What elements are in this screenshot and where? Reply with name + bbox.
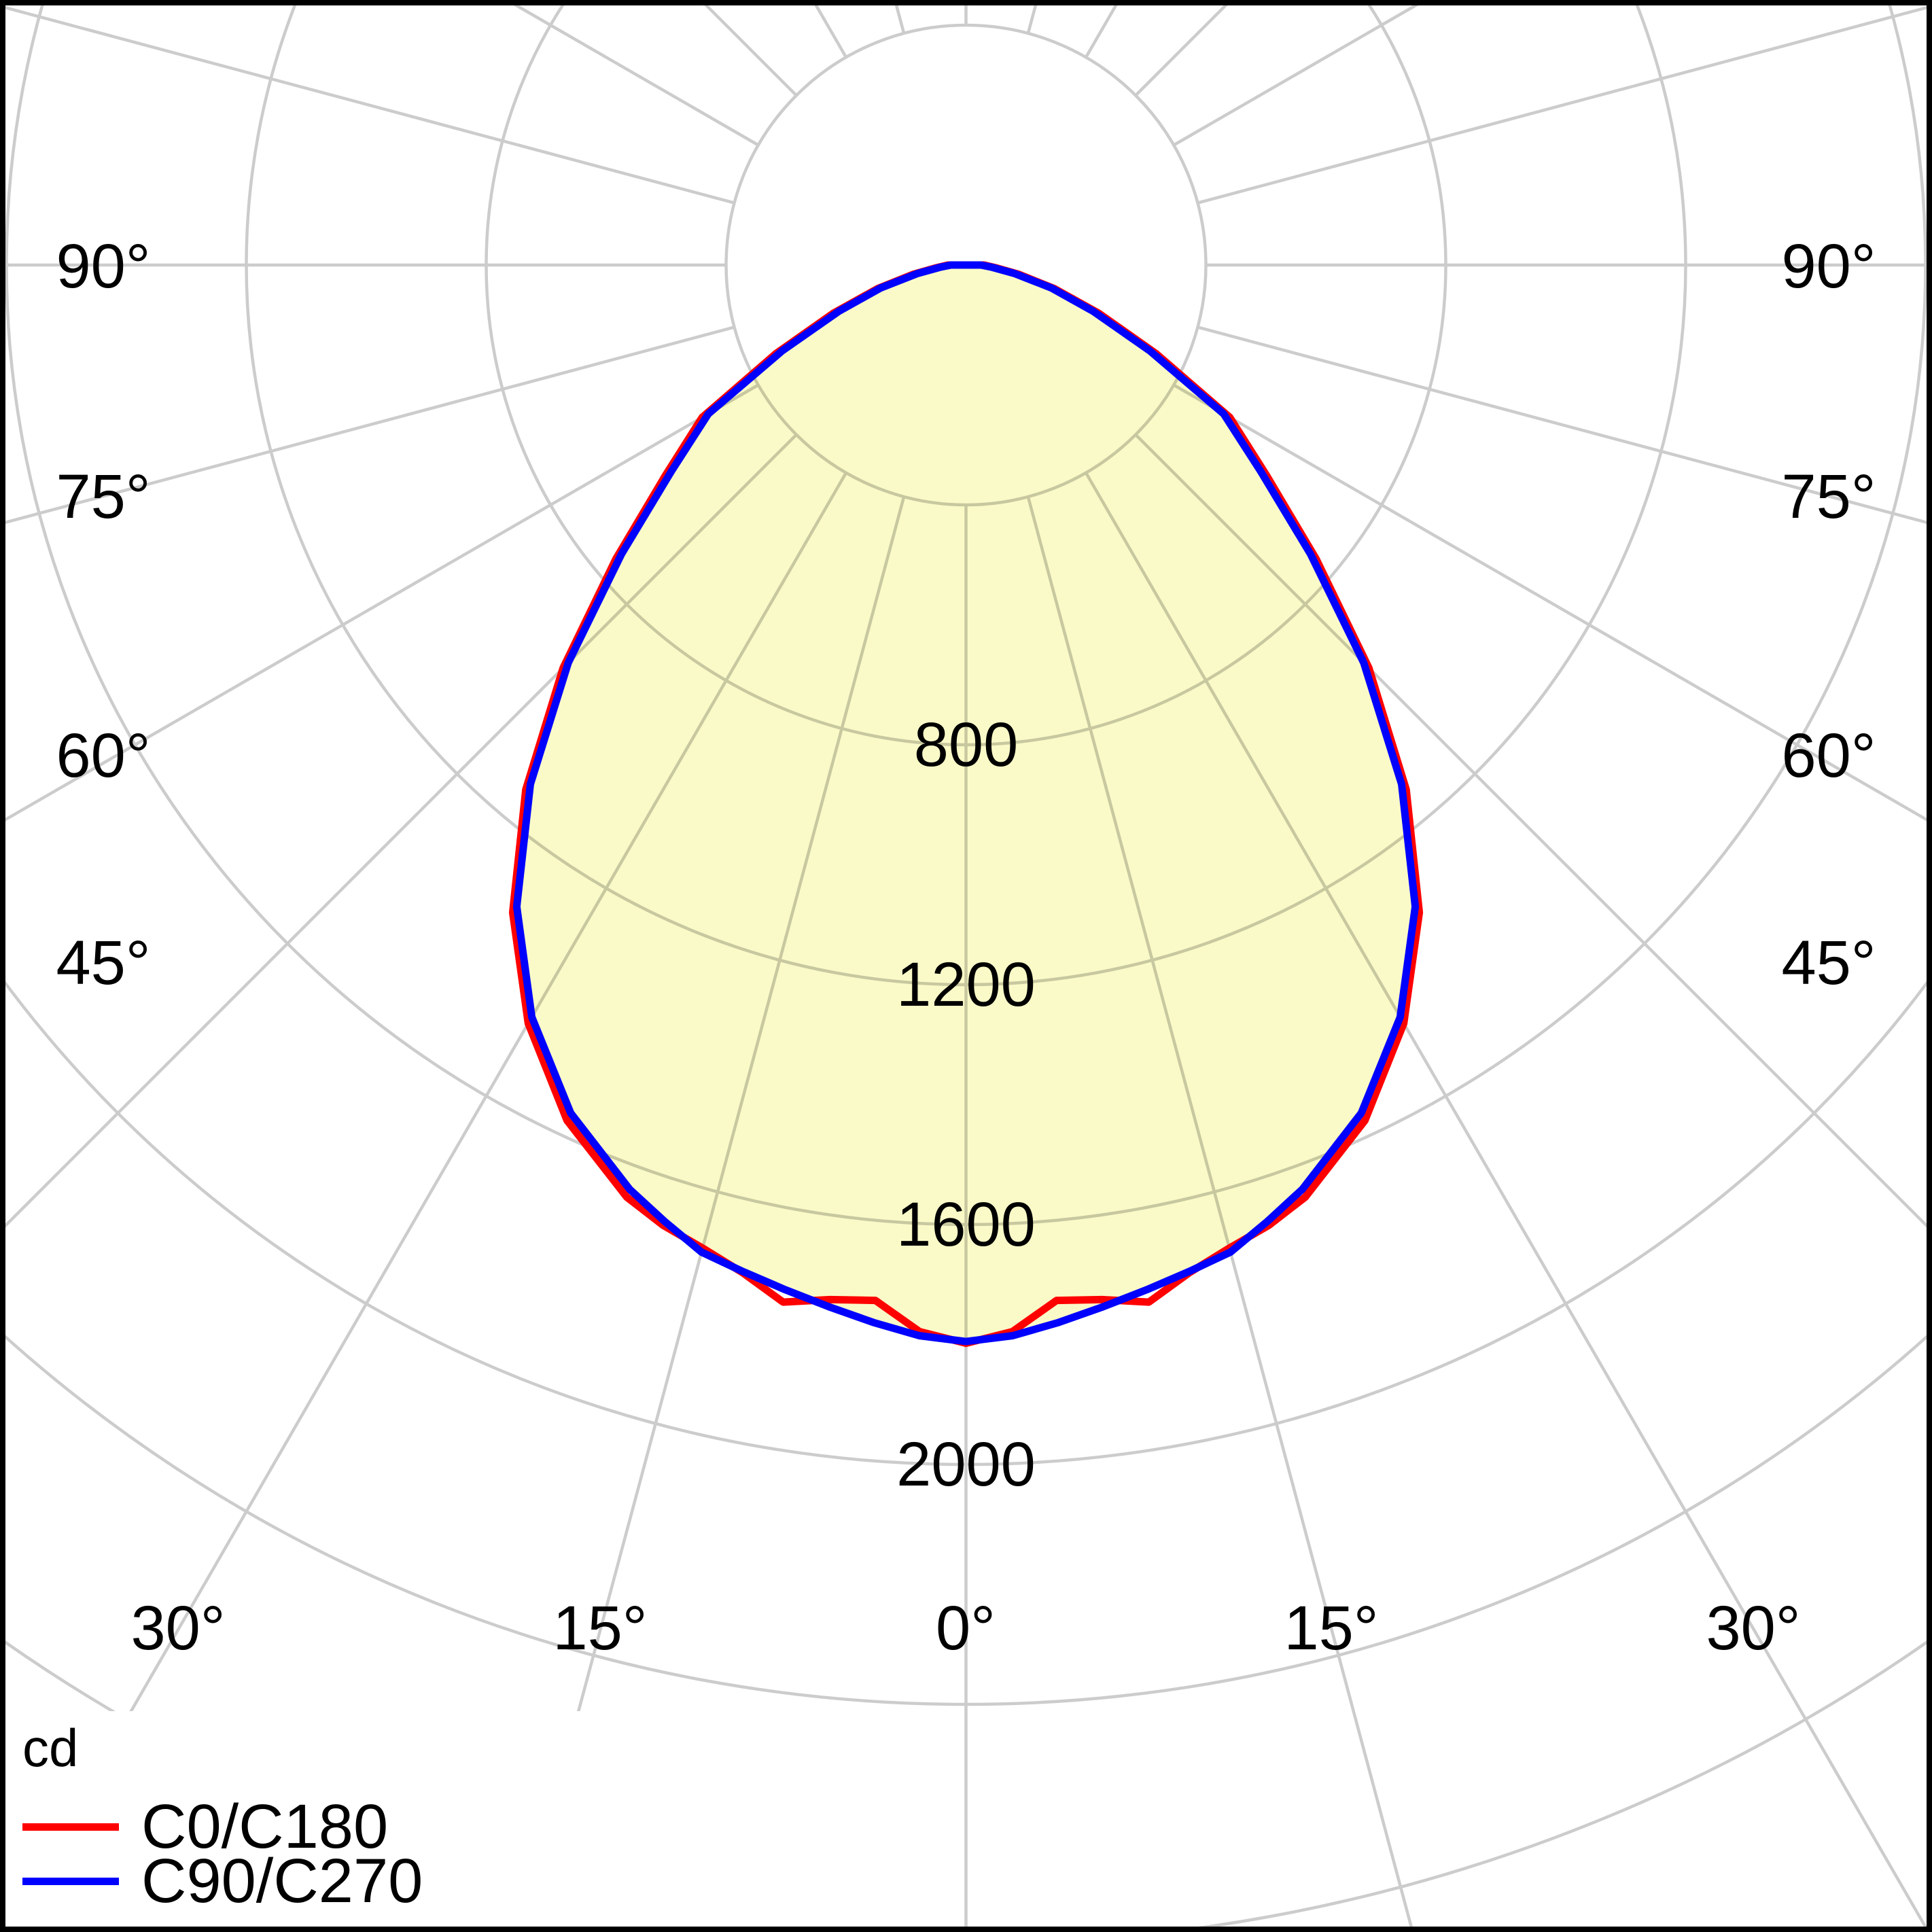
curve-c90-c270 xyxy=(512,261,1420,1346)
grid-spoke-105deg xyxy=(1197,4,1932,205)
angle-label-left-45deg: 45° xyxy=(56,928,150,998)
grid-spoke-45deg xyxy=(1134,434,1932,1233)
angle-label-left-60deg: 60° xyxy=(56,721,150,790)
grid-spoke-15deg xyxy=(1026,496,1415,1932)
legend-swatch-c0-c180-red-line xyxy=(22,1823,119,1831)
ring-label-800: 800 xyxy=(914,710,1019,779)
grid-spoke-60deg xyxy=(1173,383,1932,825)
grid-spoke-75deg xyxy=(1197,326,1932,526)
angle-label-right-60deg: 60° xyxy=(1781,721,1876,790)
angle-label-left-90deg: 90° xyxy=(56,232,150,301)
grid-spoke-345deg xyxy=(517,496,906,1932)
legend-label-c90-c270: C90/C270 xyxy=(141,1846,423,1916)
legend-label-c0-c180: C0/C180 xyxy=(141,1792,389,1861)
grid-spoke-330deg xyxy=(1,472,847,1932)
grid-spoke-255deg xyxy=(0,4,735,205)
angle-label-right-90deg: 90° xyxy=(1781,232,1876,301)
legend-background xyxy=(5,1711,814,1927)
ring-tick-labels: 800 1200 1600 2000 xyxy=(896,710,1036,1499)
legend-unit-label: cd xyxy=(22,1718,79,1778)
grid-spoke-30deg xyxy=(1085,472,1931,1932)
angle-tick-labels: 90° 90° 75° 75° 60° 60° 45° 45° 30° 15° 0° 15° 30° xyxy=(56,232,1876,1663)
legend-swatch-c90-c270-blue-line xyxy=(22,1877,119,1885)
angle-label-bottom-1-15deg: 15° xyxy=(552,1594,647,1663)
ring-label-2000: 2000 xyxy=(896,1430,1036,1499)
ring-label-1600: 1600 xyxy=(896,1190,1036,1259)
grid-spoke-285deg xyxy=(0,326,735,526)
angle-label-bottom-2-0deg: 0° xyxy=(936,1594,996,1663)
legend-item-c0-c180: C0/C180 xyxy=(22,1794,388,1859)
angle-label-right-75deg: 75° xyxy=(1781,462,1876,531)
angle-label-bottom-0-30deg: 30° xyxy=(130,1594,225,1663)
grid-spoke-300deg xyxy=(0,383,759,825)
legend-item-c90-c270: C90/C270 xyxy=(22,1848,423,1914)
grid-spoke-315deg xyxy=(0,434,798,1233)
angle-label-right-45deg: 45° xyxy=(1781,928,1876,998)
angle-label-bottom-3-15deg: 15° xyxy=(1284,1594,1378,1663)
angle-label-left-75deg: 75° xyxy=(56,462,150,531)
angle-label-bottom-4-30deg: 30° xyxy=(1706,1594,1800,1663)
ring-label-1200: 1200 xyxy=(896,950,1036,1019)
